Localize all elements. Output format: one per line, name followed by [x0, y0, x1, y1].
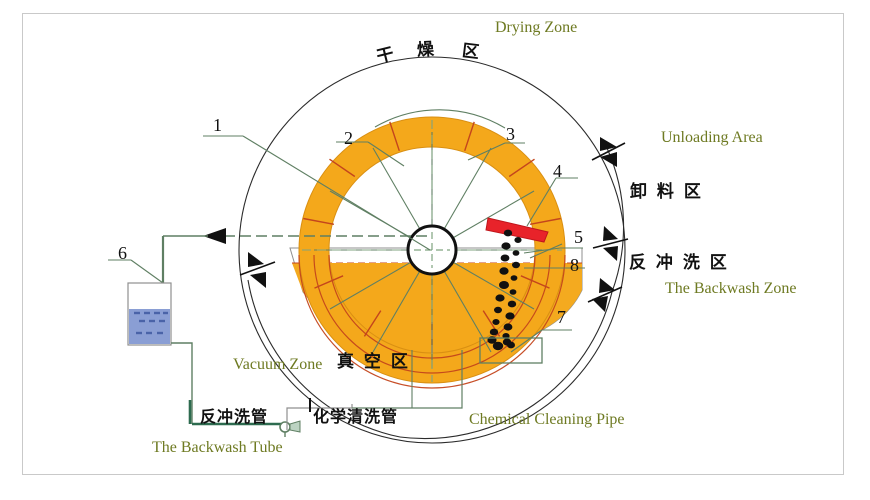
- filtrate-outlet-line: [203, 228, 432, 244]
- drum-outer-edge: [298, 116, 566, 384]
- callout-4: 4: [553, 161, 562, 181]
- container-bubbles: [134, 311, 168, 335]
- backwash-valve-icon: [279, 420, 301, 437]
- label-backwash-tube-cn: 反冲洗管: [200, 407, 269, 426]
- label-drying-zone-en: Drying Zone: [495, 19, 578, 36]
- callout-3: 3: [506, 124, 515, 144]
- scraper-blade: [485, 217, 549, 243]
- label-vacuum-zone-cn: 真 空 区: [337, 352, 410, 372]
- zone-marker-unloading-start: [591, 137, 626, 167]
- label-chemical-pipe-en: Chemical Cleaning Pipe: [469, 411, 625, 428]
- label-backwash-zone-cn: 反 冲 洗 区: [629, 253, 729, 273]
- callout-1: 1: [213, 115, 222, 135]
- label-unloading-area-cn: 卸 料 区: [630, 182, 703, 202]
- callout-leader-lines: [108, 135, 585, 353]
- callout-2: 2: [344, 128, 353, 148]
- zone-marker-vacuum-start: [239, 252, 276, 288]
- label-drying-zone-cn-3: 区: [460, 41, 481, 63]
- zone-marker-backwash-start: [592, 226, 629, 261]
- container-liquid: [129, 309, 170, 344]
- filtrate-flow-arrow-icon: [203, 228, 226, 244]
- callout-8: 8: [570, 255, 579, 275]
- zone-dimension-arc-right: [606, 147, 625, 293]
- zone-marker-backwash-end: [587, 278, 623, 312]
- label-backwash-zone-en: The Backwash Zone: [665, 280, 797, 297]
- label-unloading-area-en: Unloading Area: [661, 129, 763, 146]
- chemical-pipe-segment-b: [352, 350, 463, 409]
- hub-crosshair-icon: [414, 232, 450, 268]
- label-drying-zone-cn-2: 燥: [416, 39, 435, 61]
- label-drying-zone-cn-1: 干: [374, 44, 397, 68]
- outer-boundary-circle: [238, 56, 626, 444]
- backwash-tube-line: [171, 342, 193, 424]
- cake-collection-box: [479, 337, 543, 364]
- upper-reference-arc: [374, 109, 506, 129]
- zone-dimension-arc-bottom: [399, 291, 613, 440]
- zone-dimension-arc-left: [247, 279, 401, 438]
- callout-6: 6: [118, 243, 127, 263]
- callout-5: 5: [574, 227, 583, 247]
- discharged-cake-particles: [487, 229, 522, 351]
- callout-7: 7: [557, 307, 566, 327]
- chemical-pipe-segment-a: [286, 404, 353, 430]
- label-chemical-pipe-cn: 化学清洗管: [313, 407, 399, 426]
- label-vacuum-zone-en: Vacuum Zone: [233, 356, 323, 373]
- label-backwash-tube-en: The Backwash Tube: [152, 439, 283, 456]
- hub-centerlines: [302, 120, 562, 382]
